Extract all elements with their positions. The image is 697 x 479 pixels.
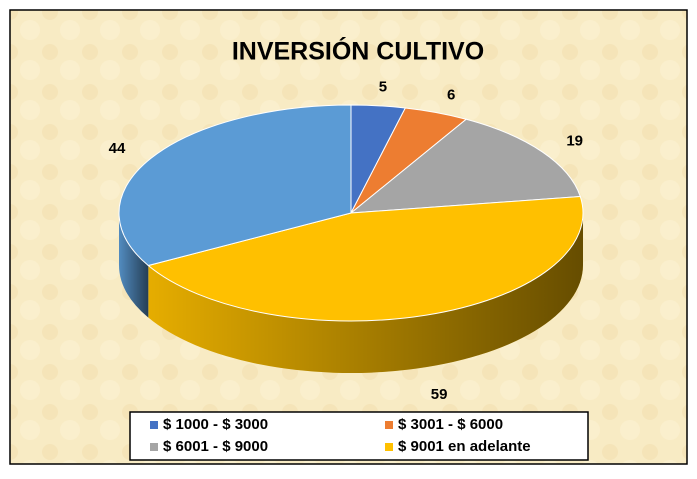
chart-title: INVERSIÓN CULTIVO: [232, 36, 484, 66]
slice-side-shade: [119, 213, 149, 318]
data-label: 6: [447, 87, 455, 104]
legend-label: $ 6001 - $ 9000: [163, 438, 268, 455]
legend-marker: [385, 443, 393, 451]
legend-marker: [150, 443, 158, 451]
data-label: 44: [109, 140, 126, 157]
slice-side-shade: [148, 213, 583, 374]
legend-marker: [150, 421, 158, 429]
data-label: 19: [566, 132, 583, 149]
legend-marker: [385, 421, 393, 429]
legend-label: $ 9001 en adelante: [398, 438, 531, 455]
legend: [129, 411, 589, 461]
slice: [349, 118, 581, 214]
data-label: 5: [379, 78, 387, 95]
legend-items: $ 1000 - $ 3000 $ 3001 - $ 6000 $ 6001 - $…: [150, 416, 531, 455]
pie: 5 6 19 59 44: [109, 78, 584, 403]
legend-label: $ 1000 - $ 3000: [163, 416, 268, 433]
slice: [118, 104, 352, 267]
slice: [147, 195, 584, 322]
legend-label: $ 3001 - $ 6000: [398, 416, 503, 433]
data-label: 59: [431, 386, 448, 403]
